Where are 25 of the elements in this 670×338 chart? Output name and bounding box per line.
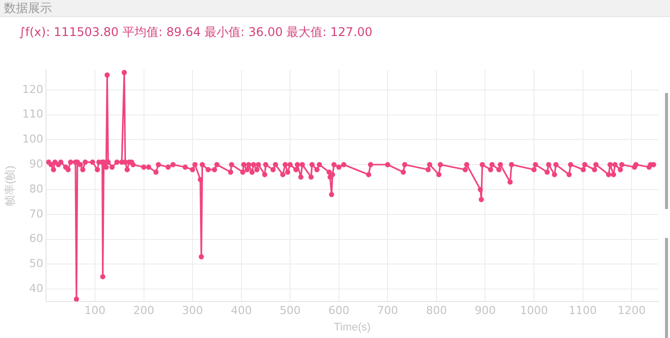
x-tick-label: 800: [426, 304, 447, 318]
y-tick-label: 110: [22, 108, 44, 121]
x-tick-label: 600: [328, 304, 350, 318]
x-tick-label: 200: [133, 304, 154, 318]
y-tick-label: 40: [29, 282, 44, 296]
x-tick-label: 1200: [618, 304, 646, 318]
x-tick-label: 900: [474, 304, 496, 318]
y-tick-label: 90: [29, 157, 44, 170]
x-tick-label: 400: [230, 304, 252, 318]
x-tick-label: 1000: [520, 304, 548, 318]
y-tick-label: 50: [29, 257, 44, 270]
x-tick-label: 500: [280, 304, 301, 318]
y-axis-title: 帧率(帧): [4, 166, 17, 206]
y-tick-label: 80: [29, 182, 44, 196]
chart-subtitle: ∫f(x): 111503.80 平均值: 89.64 最小值: 36.00 最大值: 127.00: [19, 24, 372, 41]
y-tick-label: 70: [29, 207, 44, 220]
y-tick-label: 120: [22, 82, 44, 96]
x-tick-label: 300: [182, 304, 204, 318]
chart-title: 数据展示: [0, 0, 670, 17]
y-tick-label: 60: [29, 232, 44, 246]
x-tick-label: 100: [84, 304, 106, 318]
y-tick-label: 100: [22, 132, 44, 146]
x-axis-title: Time(s): [334, 321, 371, 334]
x-tick-label: 1100: [568, 304, 597, 318]
x-tick-label: 700: [377, 304, 398, 318]
